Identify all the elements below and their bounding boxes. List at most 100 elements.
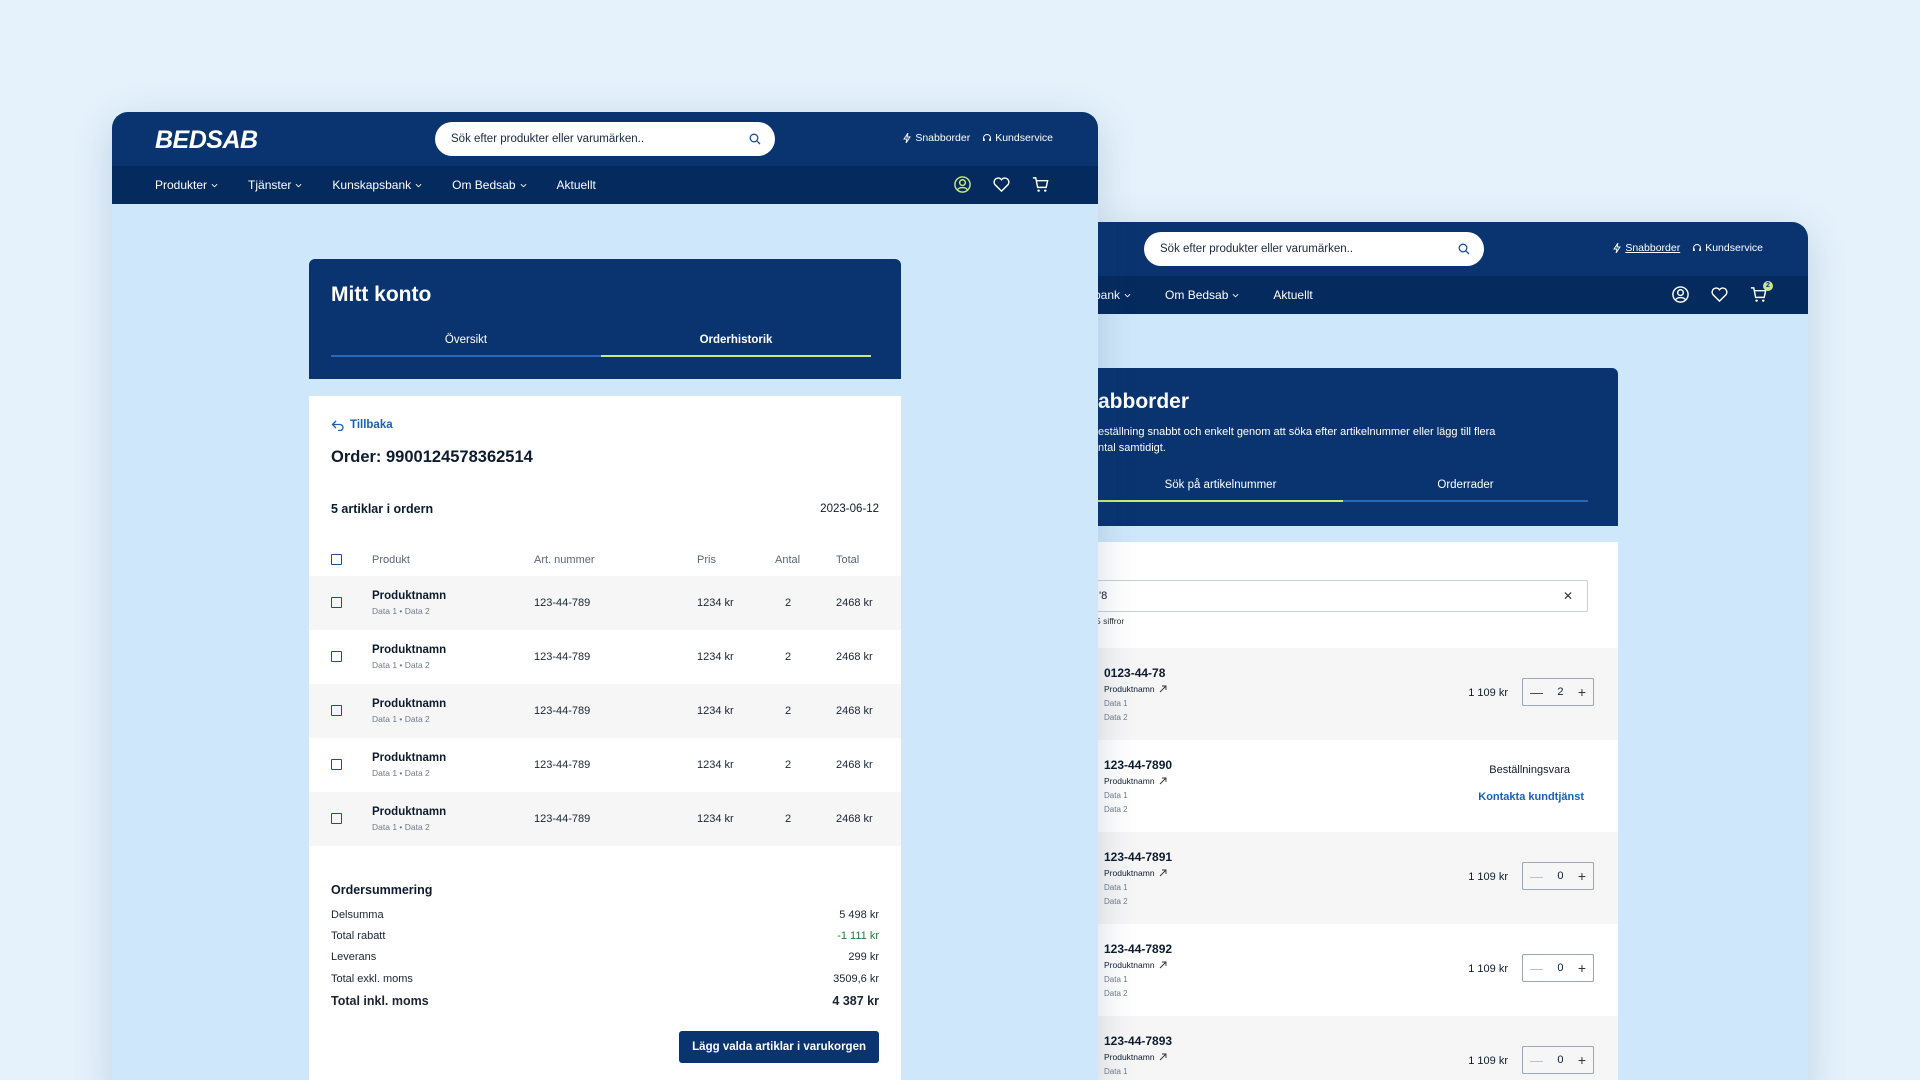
- nav-item-kunskapsbank[interactable]: Kunskapsbank: [332, 178, 422, 192]
- nav-item-om-bedsab[interactable]: Om Bedsab: [1165, 288, 1239, 302]
- back-link[interactable]: Tillbaka: [331, 419, 393, 431]
- search-input[interactable]: Sök efter produkter eller varumärken..: [1144, 232, 1484, 266]
- nav-item-tjanster[interactable]: Tjänster: [248, 178, 302, 192]
- product-link[interactable]: Produktnamn: [1104, 868, 1167, 878]
- table-row: Produktnamn Data 1 • Data 2 123-44-789 12…: [309, 684, 901, 738]
- price: 1 109 kr: [1468, 963, 1508, 975]
- logo[interactable]: BEDSAB: [155, 126, 258, 154]
- cart-icon: [1750, 287, 1767, 302]
- product-name[interactable]: Produktnamn: [372, 644, 447, 656]
- decrease-button[interactable]: —: [1530, 684, 1543, 700]
- back-arrow-icon: [331, 420, 344, 431]
- row-checkbox[interactable]: [331, 813, 342, 824]
- nav-label: Kunskapsbank: [332, 178, 412, 192]
- nav-label: Om Bedsab: [1165, 288, 1229, 302]
- increase-button[interactable]: +: [1577, 1052, 1586, 1068]
- nav-item-om-bedsab[interactable]: Om Bedsab: [452, 178, 526, 192]
- product-link[interactable]: Produktnamn: [1104, 684, 1167, 694]
- heart-icon[interactable]: [1710, 285, 1729, 304]
- product-link[interactable]: Produktnamn: [1104, 776, 1167, 786]
- product-name[interactable]: Produktnamn: [372, 698, 447, 710]
- row-checkbox[interactable]: [331, 651, 342, 662]
- quantity-value[interactable]: 0: [1557, 870, 1564, 882]
- product-link[interactable]: Produktnamn: [1104, 960, 1167, 970]
- user-icon[interactable]: [1671, 285, 1690, 304]
- cart-count-badge: 2: [1763, 281, 1773, 291]
- increase-button[interactable]: +: [1577, 684, 1586, 700]
- art-number-input[interactable]: '8 ✕: [1098, 580, 1588, 612]
- quantity-stepper: — 0 +: [1522, 954, 1594, 982]
- quick-order-link[interactable]: Snabborder: [1612, 242, 1680, 254]
- table-row: Produktnamn Data 1 • Data 2 123-44-789 12…: [309, 630, 901, 684]
- art-number: 123-44-789: [534, 705, 591, 717]
- nav-item-kunskapsbank[interactable]: bank: [1098, 288, 1131, 302]
- product-name: Produktnamn: [1104, 684, 1155, 694]
- tab-oversikt[interactable]: Översikt: [331, 334, 601, 357]
- nav-item-produkter[interactable]: Produkter: [155, 178, 218, 192]
- top-bar: Sök efter produkter eller varumärken.. S…: [1098, 222, 1808, 276]
- heart-icon[interactable]: [992, 175, 1011, 194]
- page-title: Mitt konto: [331, 283, 432, 306]
- product-name: Produktnamn: [1104, 1052, 1155, 1062]
- decrease-button[interactable]: —: [1530, 1052, 1543, 1068]
- list-item: 0123-44-78 Produktnamn Data 1 Data 2 1 1…: [1098, 648, 1618, 740]
- customer-service-link[interactable]: Kundservice: [1692, 242, 1763, 254]
- add-to-cart-button[interactable]: Lägg valda artiklar i varukorgen: [679, 1031, 879, 1063]
- quantity-stepper: — 2 +: [1522, 678, 1594, 706]
- row-checkbox[interactable]: [331, 597, 342, 608]
- price: 1234 kr: [697, 759, 734, 771]
- increase-button[interactable]: +: [1577, 960, 1586, 976]
- product-data: Data 1 • Data 2: [372, 822, 430, 832]
- cart-button[interactable]: 2: [1749, 281, 1773, 309]
- decrease-button[interactable]: —: [1530, 868, 1543, 884]
- summary-label: Total rabatt: [331, 930, 386, 942]
- product-data: Data 2: [1104, 897, 1128, 906]
- cart-icon[interactable]: [1031, 175, 1050, 194]
- account-header: Mitt konto Översikt Orderhistorik: [309, 259, 901, 379]
- top-links: Snabborder Kundservice: [902, 132, 1053, 144]
- back-label: Tillbaka: [350, 419, 393, 431]
- quantity-value[interactable]: 0: [1557, 1054, 1564, 1066]
- increase-button[interactable]: +: [1577, 868, 1586, 884]
- product-name: Produktnamn: [1104, 960, 1155, 970]
- price: 1234 kr: [697, 813, 734, 825]
- nav-item-aktuellt[interactable]: Aktuellt: [557, 178, 596, 192]
- tab-orderhistorik[interactable]: Orderhistorik: [601, 334, 871, 357]
- quantity-value[interactable]: 2: [1557, 686, 1564, 698]
- art-number: 123-44-789: [534, 813, 591, 825]
- chevron-down-icon: [211, 183, 218, 187]
- product-cell: Produktnamn Data 1 • Data 2: [372, 752, 446, 778]
- search-icon[interactable]: [749, 133, 761, 145]
- tab-search-art[interactable]: Sök på artikelnummer: [1098, 479, 1343, 502]
- quantity-stepper: — 0 +: [1522, 1046, 1594, 1074]
- contact-support-link[interactable]: Kontakta kundtjänst: [1478, 791, 1584, 803]
- table-row: Produktnamn Data 1 • Data 2 123-44-789 12…: [309, 738, 901, 792]
- product-data: Data 1: [1104, 791, 1128, 800]
- search-input[interactable]: Sök efter produkter eller varumärken..: [435, 122, 775, 156]
- product-name[interactable]: Produktnamn: [372, 806, 447, 818]
- quick-order-tabs: Sök på artikelnummer Orderrader: [1098, 479, 1588, 502]
- lightning-icon: [903, 133, 912, 143]
- product-name[interactable]: Produktnamn: [372, 752, 447, 764]
- row-checkbox[interactable]: [331, 705, 342, 716]
- clear-icon[interactable]: ✕: [1562, 589, 1573, 603]
- customer-service-link[interactable]: Kundservice: [982, 132, 1053, 144]
- nav-item-aktuellt[interactable]: Aktuellt: [1273, 288, 1312, 302]
- row-checkbox[interactable]: [331, 759, 342, 770]
- select-all-checkbox[interactable]: [331, 554, 342, 565]
- nav-label: Aktuellt: [556, 178, 596, 192]
- price: 1234 kr: [697, 705, 734, 717]
- quantity-value[interactable]: 0: [1557, 962, 1564, 974]
- user-icon[interactable]: [953, 175, 972, 194]
- input-help-text: 5 siffror: [1098, 616, 1125, 626]
- summary-value: 4 387 kr: [832, 994, 879, 1008]
- product-link[interactable]: Produktnamn: [1104, 1052, 1167, 1062]
- quick-order-link[interactable]: Snabborder: [902, 132, 970, 144]
- search-placeholder: Sök efter produkter eller varumärken..: [1160, 243, 1354, 255]
- search-icon[interactable]: [1458, 243, 1470, 255]
- product-name[interactable]: Produktnamn: [372, 590, 447, 602]
- decrease-button[interactable]: —: [1530, 960, 1543, 976]
- tab-order-lines[interactable]: Orderrader: [1343, 479, 1588, 502]
- price: 1234 kr: [697, 651, 734, 663]
- summary-label: Leverans: [331, 951, 377, 963]
